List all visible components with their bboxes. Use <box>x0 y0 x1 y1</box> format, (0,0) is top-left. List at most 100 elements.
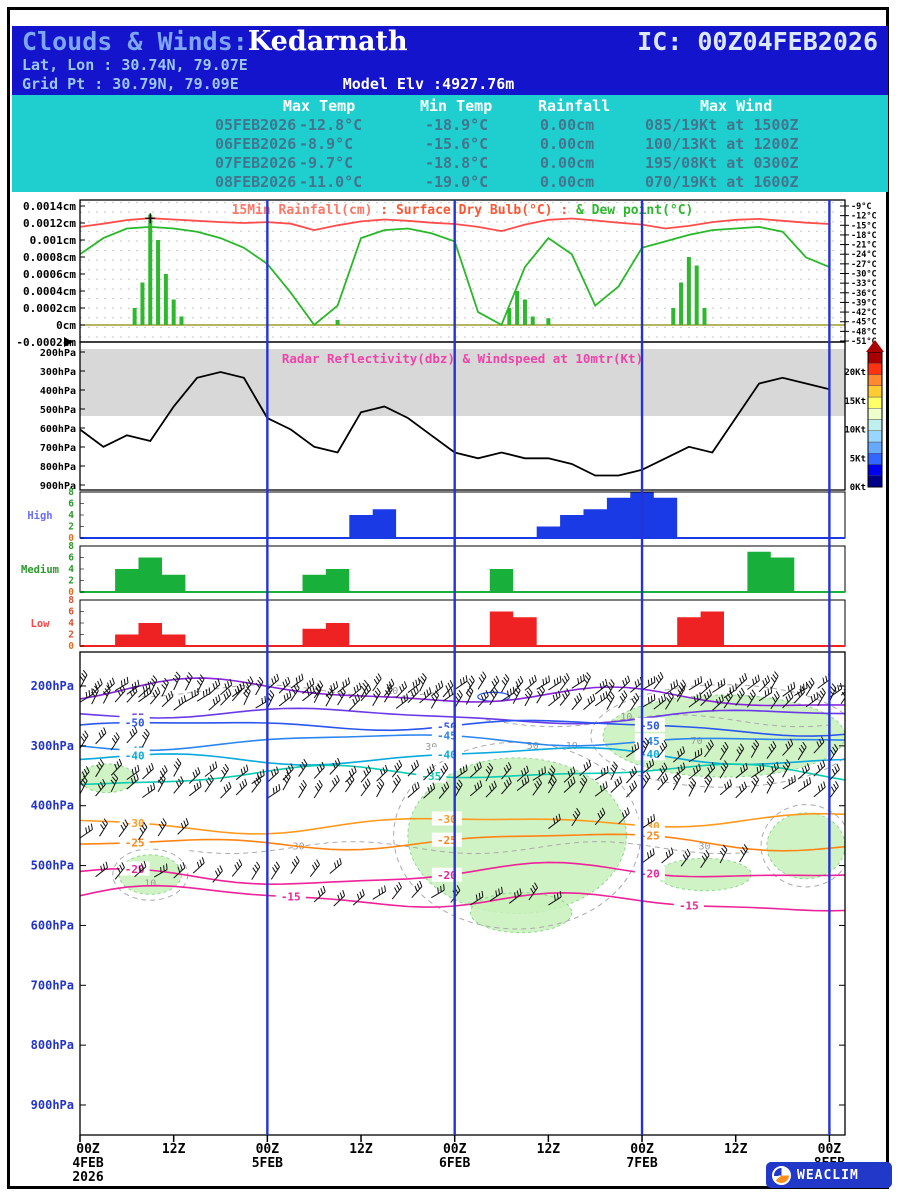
temp-contour <box>80 746 845 766</box>
svg-text:00Z: 00Z <box>76 1142 100 1157</box>
svg-text:-30: -30 <box>125 817 145 830</box>
svg-text:8: 8 <box>68 541 74 552</box>
initial-condition-label: IC: 00Z04FEB2026 <box>637 27 878 56</box>
upper-air-content: 101030507030301010-55-50-50-50-45-45-45-… <box>80 669 845 934</box>
svg-text:0.0004cm: 0.0004cm <box>23 285 76 298</box>
colorbar-arrow <box>866 340 884 352</box>
svg-text:15Kt: 15Kt <box>844 397 866 407</box>
svg-text:200hPa: 200hPa <box>31 679 74 693</box>
cloud-area <box>80 551 842 592</box>
svg-text:600hPa: 600hPa <box>40 424 76 435</box>
svg-text:-20: -20 <box>640 868 660 881</box>
svg-text:6FEB: 6FEB <box>439 1156 470 1171</box>
svg-text:400hPa: 400hPa <box>40 386 76 397</box>
svg-text:500hPa: 500hPa <box>31 859 74 873</box>
svg-text:-15°C: -15°C <box>851 221 877 231</box>
svg-text:0.0008cm: 0.0008cm <box>23 251 76 264</box>
summary-col-header: Rainfall <box>538 97 611 115</box>
svg-text:-48°C: -48°C <box>851 327 877 337</box>
svg-text:-45°C: -45°C <box>851 318 877 328</box>
svg-text:4: 4 <box>68 564 74 575</box>
svg-text:800hPa: 800hPa <box>40 462 76 473</box>
summary-cell-date: 06FEB2026 <box>215 135 297 153</box>
svg-text:-36°C: -36°C <box>851 289 877 299</box>
svg-text:4: 4 <box>68 618 74 629</box>
svg-text:-40: -40 <box>437 748 457 761</box>
summary-col-header: Max Wind <box>700 97 773 115</box>
svg-text:-27°C: -27°C <box>851 260 877 270</box>
svg-text:2: 2 <box>68 576 74 587</box>
grid-pt-row: Grid Pt : 30.79N, 79.09E Model Elv :4927.… <box>22 75 878 94</box>
svg-text:10: 10 <box>620 712 632 723</box>
svg-text:00Z: 00Z <box>443 1142 467 1157</box>
temp-contour <box>80 861 845 886</box>
summary-cell-date: 05FEB2026 <box>215 116 297 134</box>
rain-axis-labels: 0.0014cm 0.0012cm 0.001cm 0.0008cm 0.0006cm 0… <box>16 200 876 349</box>
summary-cell-max_wind: 085/19Kt at 1500Z <box>645 116 799 134</box>
cloud-panel-label: Medium <box>21 564 59 576</box>
svg-text:900hPa: 900hPa <box>31 1098 74 1112</box>
svg-text:300hPa: 300hPa <box>40 367 76 378</box>
day-separator-lines <box>266 200 831 1135</box>
svg-text:6: 6 <box>68 607 74 618</box>
svg-text:0.0012cm: 0.0012cm <box>23 217 76 230</box>
svg-text:12Z: 12Z <box>537 1142 561 1157</box>
summary-col-header: Max Temp <box>283 97 356 115</box>
svg-text:50: 50 <box>527 741 539 752</box>
summary-cell-rainfall: 0.00cm <box>540 116 595 134</box>
page-title-location: Kedarnath <box>247 26 408 57</box>
page-title-prefix: Clouds & Winds: <box>22 27 248 56</box>
svg-text:00Z: 00Z <box>818 1142 842 1157</box>
svg-text:0.0002cm: 0.0002cm <box>23 302 76 315</box>
lat-lon-label: Lat, Lon : 30.74N, 79.07E <box>22 56 248 74</box>
svg-text:10: 10 <box>386 686 398 697</box>
svg-text:-0.0002cm: -0.0002cm <box>16 336 76 349</box>
svg-text:00Z: 00Z <box>630 1142 654 1157</box>
svg-text:-35: -35 <box>421 770 441 783</box>
svg-text:-33°C: -33°C <box>851 279 877 289</box>
grid-pt-label: Grid Pt : 30.79N, 79.09E <box>22 75 239 93</box>
radar-wind-title: Radar Reflectivity(dbz) & Windspeed at 1… <box>282 351 643 366</box>
svg-text:0: 0 <box>68 641 74 652</box>
svg-text:500hPa: 500hPa <box>40 405 76 416</box>
svg-text:00Z: 00Z <box>256 1142 280 1157</box>
svg-text:-50: -50 <box>640 719 660 732</box>
svg-text:0cm: 0cm <box>56 319 76 332</box>
summary-cell-max_temp: -11.0°C <box>299 173 363 191</box>
svg-text:70: 70 <box>691 736 703 747</box>
svg-text:300hPa: 300hPa <box>31 739 74 753</box>
summary-cell-date: 07FEB2026 <box>215 154 297 172</box>
summary-cell-max_wind: 100/13Kt at 1200Z <box>645 135 799 153</box>
svg-text:20Kt: 20Kt <box>844 368 866 378</box>
temp-contour <box>80 833 845 852</box>
svg-text:0.001cm: 0.001cm <box>30 234 77 247</box>
svg-text:5FEB: 5FEB <box>252 1156 283 1171</box>
summary-cell-max_temp: -8.9°C <box>299 135 354 153</box>
summary-col-header: Min Temp <box>420 97 493 115</box>
svg-text:-40: -40 <box>125 749 145 762</box>
svg-text:10: 10 <box>144 879 156 890</box>
svg-text:7FEB: 7FEB <box>626 1156 657 1171</box>
radar-wind-panel: 200hPa 300hPa 400hPa 500hPa 600hPa 700hPa 800h… <box>40 341 846 492</box>
temp-contour <box>80 812 845 835</box>
svg-text:700hPa: 700hPa <box>31 978 74 992</box>
svg-text:12Z: 12Z <box>349 1142 373 1157</box>
max-temp-marker <box>145 213 156 224</box>
summary-cell-min_temp: -15.6°C <box>425 135 489 153</box>
svg-text:-42°C: -42°C <box>851 308 877 318</box>
svg-text:0Kt: 0Kt <box>850 483 866 493</box>
svg-text:0: 0 <box>68 587 74 598</box>
svg-text:900hPa: 900hPa <box>40 481 76 492</box>
summary-cell-max_wind: 070/19Kt at 1600Z <box>645 173 799 191</box>
page-title: Clouds & Winds:Kedarnath <box>22 27 408 56</box>
wind-barbs <box>80 669 845 907</box>
svg-text:-24°C: -24°C <box>851 250 877 260</box>
svg-text:400hPa: 400hPa <box>31 799 74 813</box>
header: Clouds & Winds:Kedarnath IC: 00Z04FEB202… <box>12 26 888 95</box>
cloud-panel-label: High <box>27 510 52 522</box>
svg-text:-21°C: -21°C <box>851 241 877 251</box>
